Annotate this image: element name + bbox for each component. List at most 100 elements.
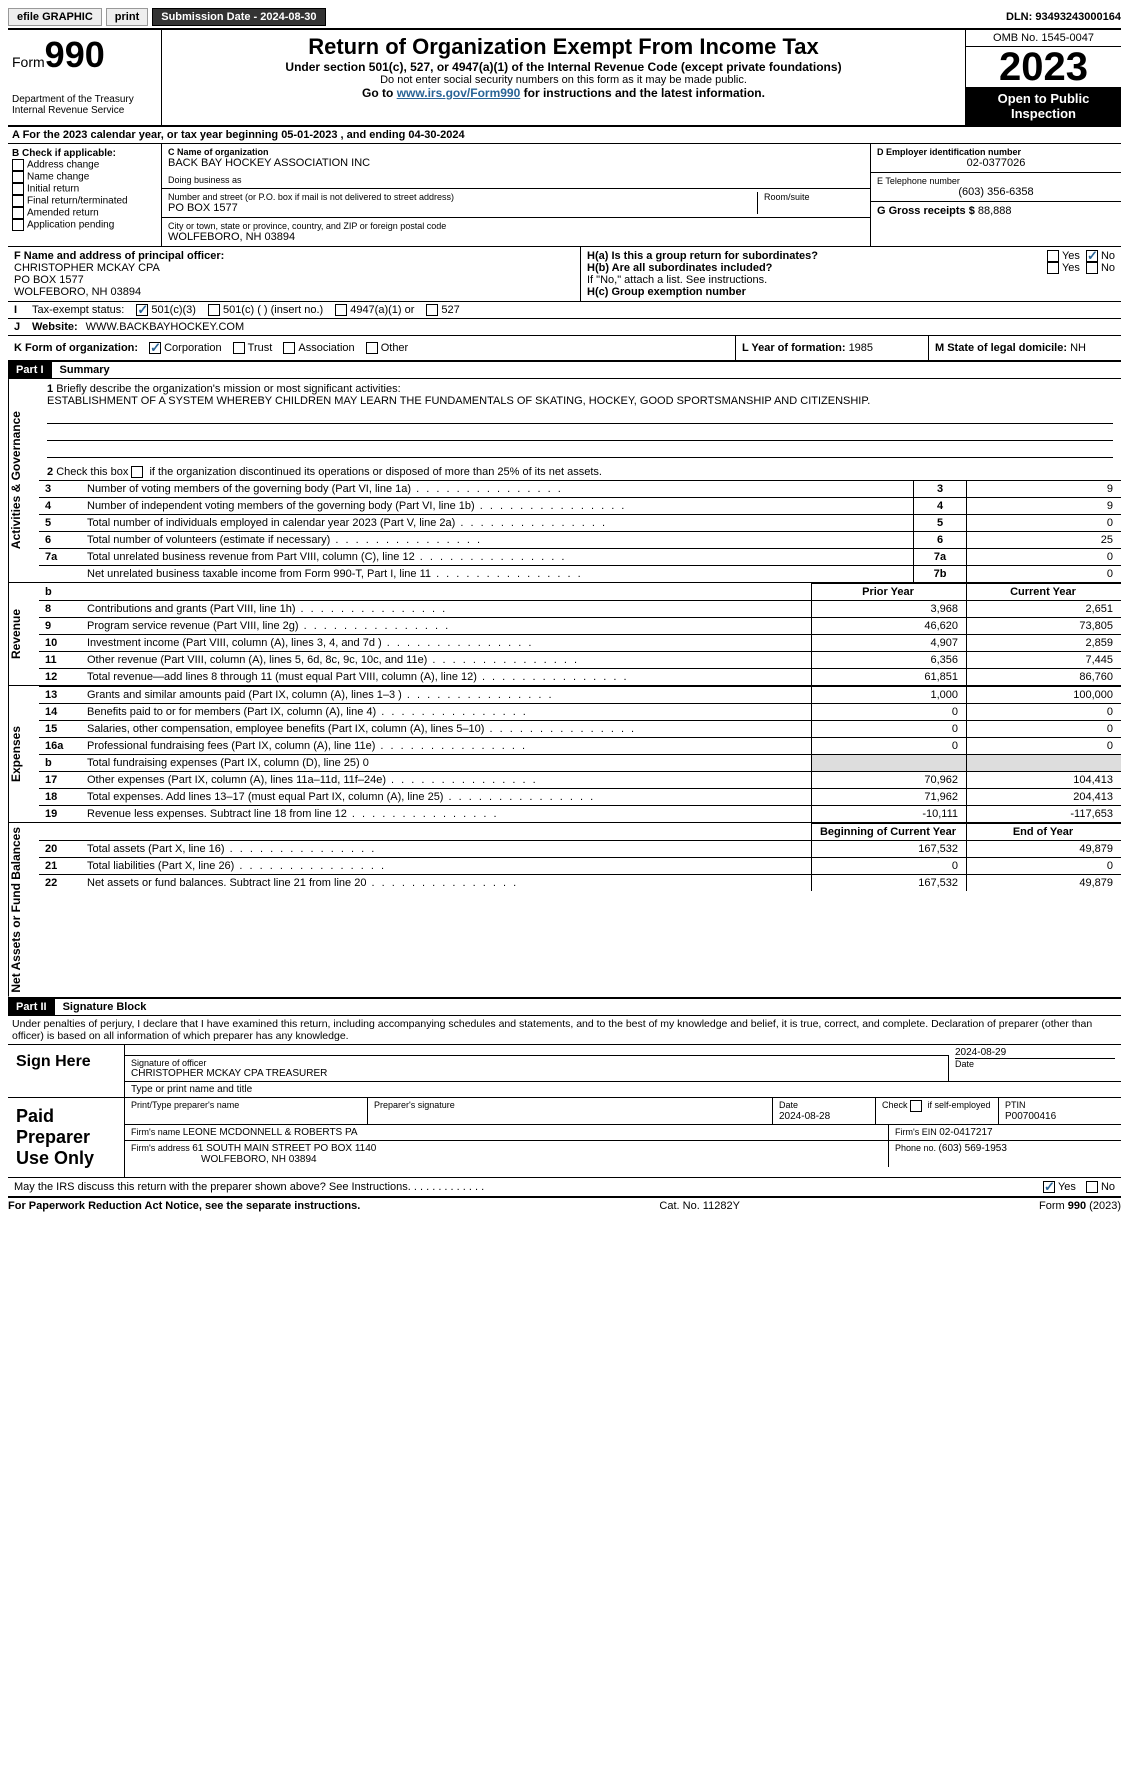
sig-off-label: Signature of officer (131, 1058, 942, 1068)
phone: (603) 356-6358 (877, 186, 1115, 198)
ptin-label: PTIN (1005, 1100, 1026, 1110)
date-label: Date (955, 1058, 1115, 1069)
footer-mid: Cat. No. 11282Y (659, 1200, 740, 1212)
lbl-501c3: 501(c)(3) (151, 304, 196, 316)
checkbox-amended[interactable] (12, 207, 24, 219)
firm-phone: (603) 569-1953 (939, 1143, 1007, 1154)
discuss-no-cb[interactable] (1086, 1181, 1098, 1193)
firm-name-label: Firm's name (131, 1127, 183, 1137)
part-1-label: Part I (8, 362, 52, 378)
efile-button[interactable]: efile GRAPHIC (8, 8, 102, 26)
dln: DLN: 93493243000164 (1006, 11, 1121, 23)
row-fh: F Name and address of principal officer:… (8, 247, 1121, 302)
dba-label: Doing business as (168, 175, 864, 185)
cb-501c[interactable] (208, 304, 220, 316)
label-initial-return: Initial return (27, 184, 79, 195)
cb-trust[interactable] (233, 342, 245, 354)
goto-pre: Go to (362, 86, 397, 100)
label-amended: Amended return (27, 208, 99, 219)
ein-label: D Employer identification number (877, 147, 1115, 157)
vtab-exp: Expenses (8, 686, 39, 822)
firm-addr-label: Firm's address (131, 1143, 192, 1153)
tax-year: 2023 (966, 47, 1121, 87)
row-k-label: K Form of organization: (14, 342, 138, 354)
cb-corp[interactable] (149, 342, 161, 354)
org-name-label: C Name of organization (168, 147, 864, 157)
type-name-label: Type or print name and title (125, 1082, 1121, 1097)
footer-left: For Paperwork Reduction Act Notice, see … (8, 1200, 360, 1212)
cb-other[interactable] (366, 342, 378, 354)
footer: For Paperwork Reduction Act Notice, see … (8, 1197, 1121, 1212)
line2-text: Check this box if the organization disco… (56, 466, 602, 478)
ha-no: No (1101, 250, 1115, 262)
hc-label: H(c) Group exemption number (587, 286, 1115, 298)
mission-text: ESTABLISHMENT OF A SYSTEM WHEREBY CHILDR… (47, 395, 870, 407)
discuss-no: No (1101, 1181, 1115, 1193)
part-2-header: Part II Signature Block (8, 998, 1121, 1016)
checkbox-initial-return[interactable] (12, 183, 24, 195)
exp-table: 13Grants and similar amounts paid (Part … (39, 686, 1121, 822)
rev-table: bPrior YearCurrent Year8Contributions an… (39, 583, 1121, 685)
row-j: J Website: WWW.BACKBAYHOCKEY.COM (8, 319, 1121, 336)
form-prefix: Form (12, 54, 45, 70)
part-2-title: Signature Block (63, 1001, 147, 1013)
vtab-rev: Revenue (8, 583, 39, 685)
sig-date1: 2024-08-29 (955, 1047, 1115, 1058)
cb-assoc[interactable] (283, 342, 295, 354)
hb-no-checkbox[interactable] (1086, 262, 1098, 274)
officer-name: CHRISTOPHER MCKAY CPA (14, 262, 574, 274)
paid-prep-label: Paid Preparer Use Only (8, 1098, 125, 1177)
checkbox-app-pending[interactable] (12, 219, 24, 231)
form-title: Return of Organization Exempt From Incom… (166, 34, 961, 60)
prep-sig-label: Preparer's signature (374, 1100, 455, 1110)
discuss-label: May the IRS discuss this return with the… (14, 1181, 1043, 1193)
checkbox-final-return[interactable] (12, 195, 24, 207)
open-public: Open to Public Inspection (966, 87, 1121, 125)
checkbox-address-change[interactable] (12, 159, 24, 171)
ha-no-checkbox[interactable] (1086, 250, 1098, 262)
row-l-label: L Year of formation: (742, 342, 849, 354)
net-section: Net Assets or Fund Balances Beginning of… (8, 823, 1121, 998)
ha-yes-checkbox[interactable] (1047, 250, 1059, 262)
firm-phone-label: Phone no. (895, 1143, 939, 1153)
street-label: Number and street (or P.O. box if mail i… (168, 192, 757, 202)
hb-label: H(b) Are all subordinates included? (587, 262, 1047, 274)
row-m-val: NH (1070, 342, 1086, 354)
firm-addr2: WOLFEBORO, NH 03894 (201, 1154, 317, 1165)
website-label: Website: (32, 321, 78, 333)
cb-501c3[interactable] (136, 304, 148, 316)
phone-label: E Telephone number (877, 176, 1115, 186)
cb-4947[interactable] (335, 304, 347, 316)
tax-exempt-label: Tax-exempt status: (32, 304, 124, 316)
part-2-label: Part II (8, 999, 55, 1015)
ein: 02-0377026 (877, 157, 1115, 169)
exp-section: Expenses 13Grants and similar amounts pa… (8, 686, 1121, 823)
label-final-return: Final return/terminated (27, 196, 128, 207)
cb-discontinued[interactable] (131, 466, 143, 478)
declaration: Under penalties of perjury, I declare th… (8, 1016, 1121, 1044)
hb-no: No (1101, 262, 1115, 274)
goto-post: for instructions and the latest informat… (520, 86, 765, 100)
city-label: City or town, state or province, country… (168, 221, 864, 231)
vtab-gov: Activities & Governance (8, 379, 39, 582)
city: WOLFEBORO, NH 03894 (168, 231, 864, 243)
irs-link[interactable]: www.irs.gov/Form990 (397, 86, 521, 100)
lbl-501c: 501(c) ( ) (insert no.) (223, 304, 323, 316)
gov-section: Activities & Governance 1 Briefly descri… (8, 379, 1121, 583)
col-b-header: B Check if applicable: (12, 148, 157, 159)
checkbox-name-change[interactable] (12, 171, 24, 183)
gov-table: 3Number of voting members of the governi… (39, 480, 1121, 582)
section-a: A For the 2023 calendar year, or tax yea… (8, 127, 1121, 144)
cb-527[interactable] (426, 304, 438, 316)
discuss-yes-cb[interactable] (1043, 1181, 1055, 1193)
section-bcde: B Check if applicable: Address change Na… (8, 144, 1121, 247)
date2-label: Date (779, 1100, 798, 1110)
discuss-yes: Yes (1058, 1181, 1076, 1193)
gross-label: G Gross receipts $ (877, 205, 978, 217)
net-table: Beginning of Current YearEnd of Year20To… (39, 823, 1121, 891)
cb-self-emp[interactable] (910, 1100, 922, 1112)
print-button[interactable]: print (106, 8, 148, 26)
hb-yes-checkbox[interactable] (1047, 262, 1059, 274)
row-i: I Tax-exempt status: 501(c)(3) 501(c) ( … (8, 302, 1121, 319)
print-name-label: Print/Type preparer's name (131, 1100, 239, 1110)
